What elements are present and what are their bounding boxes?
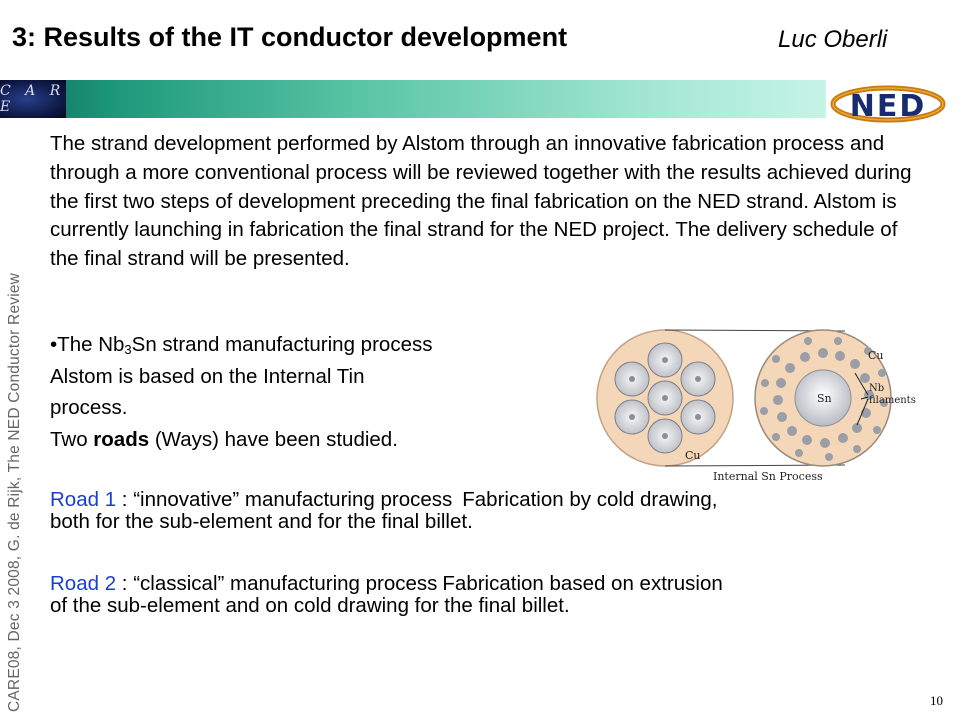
slide-author: Luc Oberli bbox=[778, 26, 888, 53]
internal-sn-process-figure: Sn Cu Nb filaments Cu Internal Sn Proces… bbox=[596, 329, 916, 483]
road-1-block: Road 1 : “innovative” manufacturing proc… bbox=[50, 489, 950, 533]
sub-elements bbox=[614, 342, 716, 454]
figure-label-nb-1: Nb bbox=[869, 383, 884, 394]
road-1-detail: Fabrication by cold drawing, bbox=[462, 488, 718, 511]
bullet-line-4: Two roads (Ways) have been studied. bbox=[50, 427, 398, 451]
road-1-line-1: Road 1 : “innovative” manufacturing proc… bbox=[50, 488, 718, 511]
care-logo: C A R E bbox=[0, 80, 66, 118]
road-2-label: Road 2 bbox=[50, 572, 117, 595]
road-1-label: Road 1 bbox=[50, 488, 117, 511]
figure-label-nb-2: filaments bbox=[869, 395, 916, 406]
figure-label-cu-bottom: Cu bbox=[685, 449, 701, 462]
figure-caption: Internal Sn Process bbox=[713, 470, 823, 483]
road-1-line-2: both for the sub-element and for the fin… bbox=[50, 510, 473, 533]
header-banner bbox=[0, 80, 826, 118]
ned-logo-text: NED bbox=[850, 89, 927, 124]
figure-label-sn: Sn bbox=[817, 392, 832, 405]
page-number: 10 bbox=[930, 693, 943, 708]
bullet-line-2: Alstom is based on the Internal Tin bbox=[50, 364, 365, 388]
road-2-line-1: Road 2 : “classical” manufacturing proce… bbox=[50, 572, 723, 595]
road-2-block: Road 2 : “classical” manufacturing proce… bbox=[50, 573, 950, 617]
ned-logo: NED bbox=[830, 85, 946, 124]
bullet-line-3: process. bbox=[50, 396, 128, 419]
process-bullet: •The Nb3Sn strand manufacturing process … bbox=[50, 329, 590, 455]
road-2-description: “classical” manufacturing process bbox=[133, 572, 438, 595]
slide-title: 3: Results of the IT conductor developme… bbox=[12, 22, 568, 52]
road-1-description: “innovative” manufacturing process bbox=[133, 488, 453, 511]
intro-paragraph: The strand development performed by Alst… bbox=[50, 132, 912, 271]
road-2-detail: Fabrication based on extrusion bbox=[442, 572, 723, 595]
side-footer-note: CARE08, Dec 3 2008, G. de Rijk, The NED … bbox=[6, 272, 23, 712]
nb-filaments bbox=[760, 337, 888, 461]
figure-label-cu-top: Cu bbox=[868, 349, 884, 362]
road-2-line-2: of the sub-element and on cold drawing f… bbox=[50, 594, 570, 617]
bullet-line-1: •The Nb3Sn strand manufacturing process bbox=[50, 333, 433, 357]
